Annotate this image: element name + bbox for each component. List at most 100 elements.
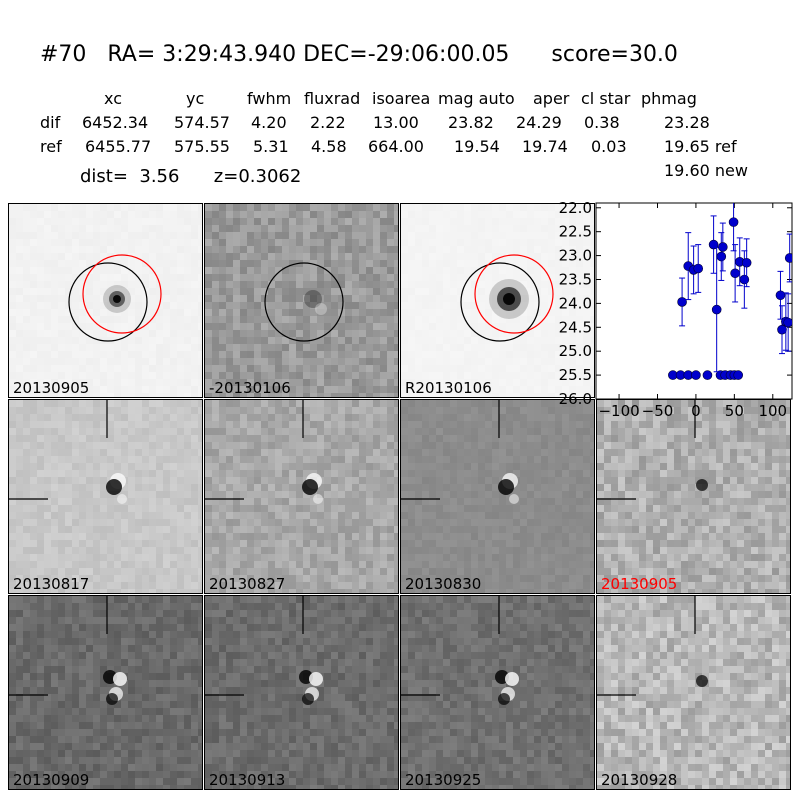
data-point	[702, 370, 713, 380]
panel-image	[597, 400, 790, 593]
column-header: fwhm	[247, 89, 292, 108]
y-tick-label: 23.0	[559, 247, 592, 265]
y-tick-label: 24.5	[559, 318, 592, 336]
y-tick-label: 25.5	[559, 366, 592, 384]
panel-date-label: 20130817	[13, 575, 90, 593]
panel-image	[9, 596, 202, 789]
data-point	[728, 217, 739, 227]
detection-circle	[474, 254, 554, 334]
panel-image	[597, 596, 790, 789]
row-value: 19.54	[454, 137, 500, 156]
image-panel: 20130913	[204, 595, 399, 790]
panel-date-label: 20130925	[405, 771, 482, 789]
row-label: ref	[40, 137, 62, 156]
image-panel: 20130817	[8, 399, 203, 594]
row-value: 24.29	[516, 113, 562, 132]
reference-circle	[460, 262, 540, 342]
panel-image	[401, 204, 594, 397]
y-tick-label: 24.0	[559, 294, 592, 312]
image-panel: 20130905	[8, 203, 203, 398]
data-point	[693, 263, 704, 274]
data-point	[716, 251, 727, 262]
image-panel: 20130928	[596, 595, 791, 790]
row-value: 4.58	[311, 137, 347, 156]
image-panel: 20130905	[596, 399, 791, 594]
panel-date-label: 20130827	[209, 575, 286, 593]
column-header: xc	[104, 89, 122, 108]
plot-frame	[595, 202, 793, 400]
panel-image	[205, 596, 398, 789]
y-tick-label: 22.0	[559, 199, 592, 217]
data-point	[741, 257, 752, 268]
y-tick-label: 22.5	[559, 223, 592, 241]
panel-date-label: -20130106	[209, 379, 291, 397]
column-header: yc	[186, 89, 205, 108]
data-point	[718, 242, 728, 252]
panel-date-label: 20130913	[209, 771, 286, 789]
data-point	[677, 297, 687, 307]
data-points	[668, 203, 792, 380]
data-point	[730, 268, 740, 279]
data-point	[783, 317, 792, 328]
reference-circle	[68, 262, 148, 342]
column-header: cl star	[581, 89, 631, 108]
data-point	[708, 239, 719, 250]
row-value: 19.65 ref	[664, 137, 737, 156]
x-tick-label: 50	[725, 402, 744, 420]
panel-date-label: R20130106	[405, 379, 492, 397]
row-value: 19.74	[522, 137, 568, 156]
object-title: #70 RA= 3:29:43.940 DEC=-29:06:00.05 sco…	[40, 42, 678, 67]
row-label: dif	[40, 113, 61, 132]
distance-redshift-line: dist= 3.56 z=0.3062	[80, 166, 302, 187]
panel-date-label: 20130830	[405, 575, 482, 593]
row-value: 6452.34	[82, 113, 149, 132]
data-point	[739, 274, 750, 285]
image-panel: R20130106	[400, 203, 595, 398]
image-panel: 20130830	[400, 399, 595, 594]
column-header: phmag	[641, 89, 697, 108]
row-value: 574.57	[174, 113, 230, 132]
image-panel: 20130827	[204, 399, 399, 594]
row-value: 664.00	[368, 137, 424, 156]
light-curve-plot: 22.0 22.5 23.0 23.5 24.0 24.5 25.0 25.5 26.0 −100…	[559, 199, 793, 420]
phmag-new: 19.60 new	[664, 161, 748, 180]
row-value: 23.82	[448, 113, 494, 132]
data-point	[711, 304, 722, 315]
row-value: 6455.77	[85, 137, 152, 156]
data-point	[784, 253, 792, 263]
row-value: 13.00	[373, 113, 419, 132]
row-value: 4.20	[251, 113, 287, 132]
x-tick-label: 100	[758, 402, 787, 420]
x-tick-label: −50	[642, 402, 674, 420]
column-header: isoarea	[372, 89, 431, 108]
panel-image	[401, 596, 594, 789]
row-value: 0.38	[584, 113, 620, 132]
data-point	[691, 370, 701, 380]
cutout-grid: 20130905 -20130106 R20130106 20130817 201308…	[8, 203, 792, 792]
image-panel: 20130909	[8, 595, 203, 790]
row-value: 0.03	[591, 137, 627, 156]
row-value: 2.22	[310, 113, 346, 132]
x-tick-label: −100	[598, 402, 639, 420]
panel-image	[205, 204, 398, 397]
detection-circle	[82, 254, 162, 334]
column-header: aper	[533, 89, 570, 108]
column-header: fluxrad	[304, 89, 361, 108]
panel-date-label: 20130905	[13, 379, 90, 397]
row-value: 575.55	[174, 137, 230, 156]
y-tick-label: 26.0	[559, 390, 592, 408]
image-panel: 20130925	[400, 595, 595, 790]
panel-image	[9, 400, 202, 593]
image-panel: -20130106	[204, 203, 399, 398]
data-point	[777, 324, 787, 335]
y-tick-label: 23.5	[559, 270, 592, 288]
panel-date-label: 20130928	[601, 771, 678, 789]
panel-date-label: 20130905	[601, 575, 678, 593]
panel-image	[9, 204, 202, 397]
data-point	[733, 370, 743, 380]
light-curve-svg: 22.0 22.5 23.0 23.5 24.0 24.5 25.0 25.5 26.0 −100…	[559, 199, 793, 420]
panel-date-label: 20130909	[13, 771, 90, 789]
panel-image	[401, 400, 594, 593]
data-point	[775, 290, 786, 301]
panel-image	[205, 400, 398, 593]
